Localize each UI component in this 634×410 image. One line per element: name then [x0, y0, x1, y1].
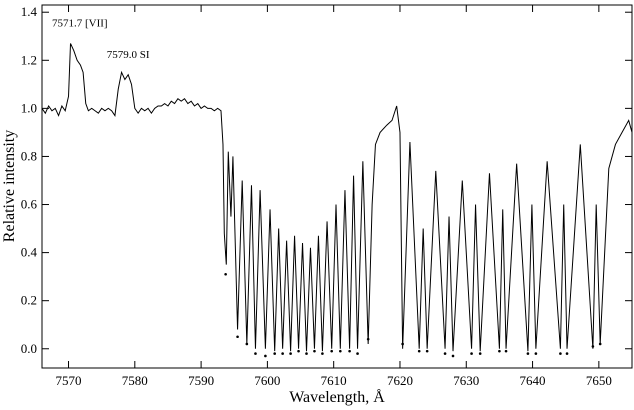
x-tick-label: 7650	[586, 373, 612, 388]
marker-dot	[273, 352, 276, 355]
y-axis-title: Relative intensity	[1, 130, 18, 242]
marker-dot	[559, 352, 562, 355]
marker-dot	[470, 352, 473, 355]
marker-dot	[478, 352, 482, 355]
x-axis-title: Wavelength, Å	[289, 388, 385, 406]
marker-dot	[297, 349, 300, 353]
marker-dot	[591, 345, 595, 348]
annotation: 7579.0 SI	[107, 49, 150, 61]
marker-dot	[498, 349, 501, 353]
marker-dot	[339, 349, 342, 353]
plot-frame	[41, 4, 633, 369]
x-tick-label: 7570	[56, 373, 82, 388]
y-tick-label: 0.4	[21, 245, 38, 260]
marker-dot	[330, 349, 333, 353]
x-tick-label: 7580	[122, 373, 148, 388]
y-tick-label: 1.2	[21, 52, 37, 67]
y-tick-label: 0.2	[21, 293, 37, 308]
x-tick-label: 7590	[188, 373, 214, 388]
marker-dot	[526, 352, 530, 355]
marker-dot	[264, 354, 267, 358]
annotation: 7571.7 [VII]	[52, 18, 108, 30]
marker-dot	[401, 342, 404, 346]
marker-dot	[313, 349, 316, 353]
x-tick-label: 7640	[520, 373, 546, 388]
marker-dot	[245, 342, 249, 346]
x-tick-label: 7620	[387, 373, 413, 388]
marker-dot	[281, 352, 284, 355]
marker-dot	[254, 352, 257, 355]
marker-dot	[534, 352, 538, 355]
marker-dot	[598, 342, 602, 346]
marker-dot	[224, 272, 227, 276]
marker-dot	[451, 354, 455, 358]
y-tick-label: 0.6	[21, 197, 38, 212]
marker-dot	[425, 349, 429, 353]
spectrum-line	[42, 43, 632, 352]
marker-dot	[417, 349, 421, 353]
x-tick-label: 7630	[453, 373, 479, 388]
y-tick-label: 1.4	[21, 4, 38, 19]
y-tick-label: 0.8	[21, 148, 37, 163]
plot-area	[42, 43, 632, 358]
marker-dot	[348, 349, 351, 353]
marker-dot	[565, 352, 569, 355]
marker-dot	[356, 352, 359, 355]
marker-dot	[366, 337, 370, 341]
marker-dot	[321, 352, 324, 355]
x-tick-label: 7610	[321, 373, 347, 388]
marker-dot	[305, 352, 308, 355]
x-tick-label: 7600	[254, 373, 280, 388]
y-tick-label: 0.0	[21, 341, 37, 356]
y-tick-label: 1.0	[21, 100, 37, 115]
marker-dot	[443, 352, 447, 355]
marker-dot	[236, 335, 239, 339]
marker-dot	[289, 352, 292, 355]
marker-dot	[504, 349, 508, 353]
